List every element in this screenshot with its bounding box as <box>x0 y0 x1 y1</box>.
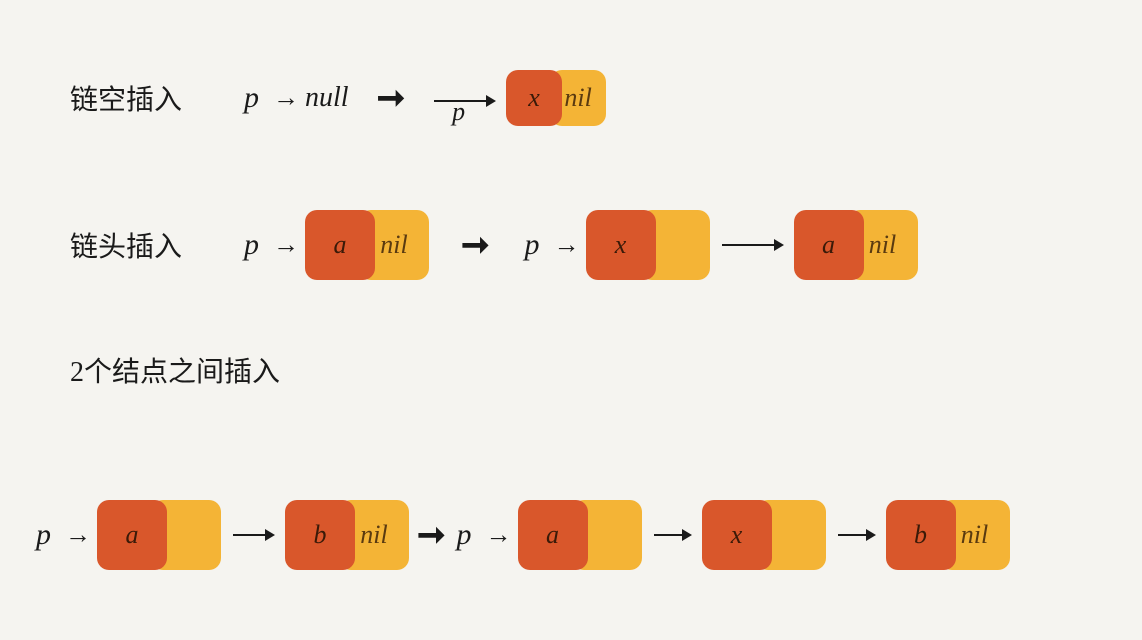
thick-arrow-icon: ➞ <box>417 515 443 555</box>
null-text: null <box>305 82 349 114</box>
long-arrow-icon <box>722 244 782 246</box>
node-data-cell: x <box>506 70 562 126</box>
node: b nil <box>886 500 1010 570</box>
node-data-cell: x <box>586 210 656 280</box>
pointer-p: p <box>30 518 57 552</box>
arrow-icon: → <box>486 520 510 550</box>
label-empty-insert: 链空插入 <box>70 78 182 118</box>
pointer-p: p <box>238 81 265 115</box>
long-arrow-icon <box>233 534 273 536</box>
node-data-cell: x <box>702 500 772 570</box>
node: b nil <box>285 500 409 570</box>
arrow-icon: → <box>273 230 297 260</box>
pointer-p: p <box>238 228 265 262</box>
arrow-icon: → <box>554 230 578 260</box>
node: a <box>97 500 221 570</box>
label-head-insert: 链头插入 <box>70 225 182 265</box>
node-data-cell: a <box>97 500 167 570</box>
node: a nil <box>305 210 429 280</box>
thick-arrow-icon: ➞ <box>461 225 487 265</box>
row-head-insert: 链头插入 p → a nil ➞ p → x a nil <box>70 210 918 280</box>
node-data-cell: a <box>794 210 864 280</box>
label-between-insert: 2个结点之间插入 <box>70 350 280 390</box>
thick-arrow-icon: ➞ <box>377 78 403 118</box>
node: a <box>518 500 642 570</box>
row-between-label: 2个结点之间插入 <box>70 350 280 390</box>
arrow-icon: → <box>65 520 89 550</box>
node: x nil <box>506 70 606 126</box>
node-data-cell: b <box>886 500 956 570</box>
arrow-icon: → <box>273 83 297 113</box>
node-data-cell: a <box>305 210 375 280</box>
long-arrow-icon <box>654 534 690 536</box>
node: a nil <box>794 210 918 280</box>
node: x <box>586 210 710 280</box>
row-empty-insert: 链空插入 p → null ➞ p x nil <box>70 70 606 126</box>
pointer-p: p <box>519 228 546 262</box>
pointer-p: p <box>451 518 478 552</box>
row-between-insert: p → a b nil ➞ p → a x b nil <box>30 500 1010 570</box>
long-arrow-icon <box>838 534 874 536</box>
node: x <box>702 500 826 570</box>
node-data-cell: b <box>285 500 355 570</box>
pointer-p-below: p <box>452 97 465 127</box>
node-data-cell: a <box>518 500 588 570</box>
